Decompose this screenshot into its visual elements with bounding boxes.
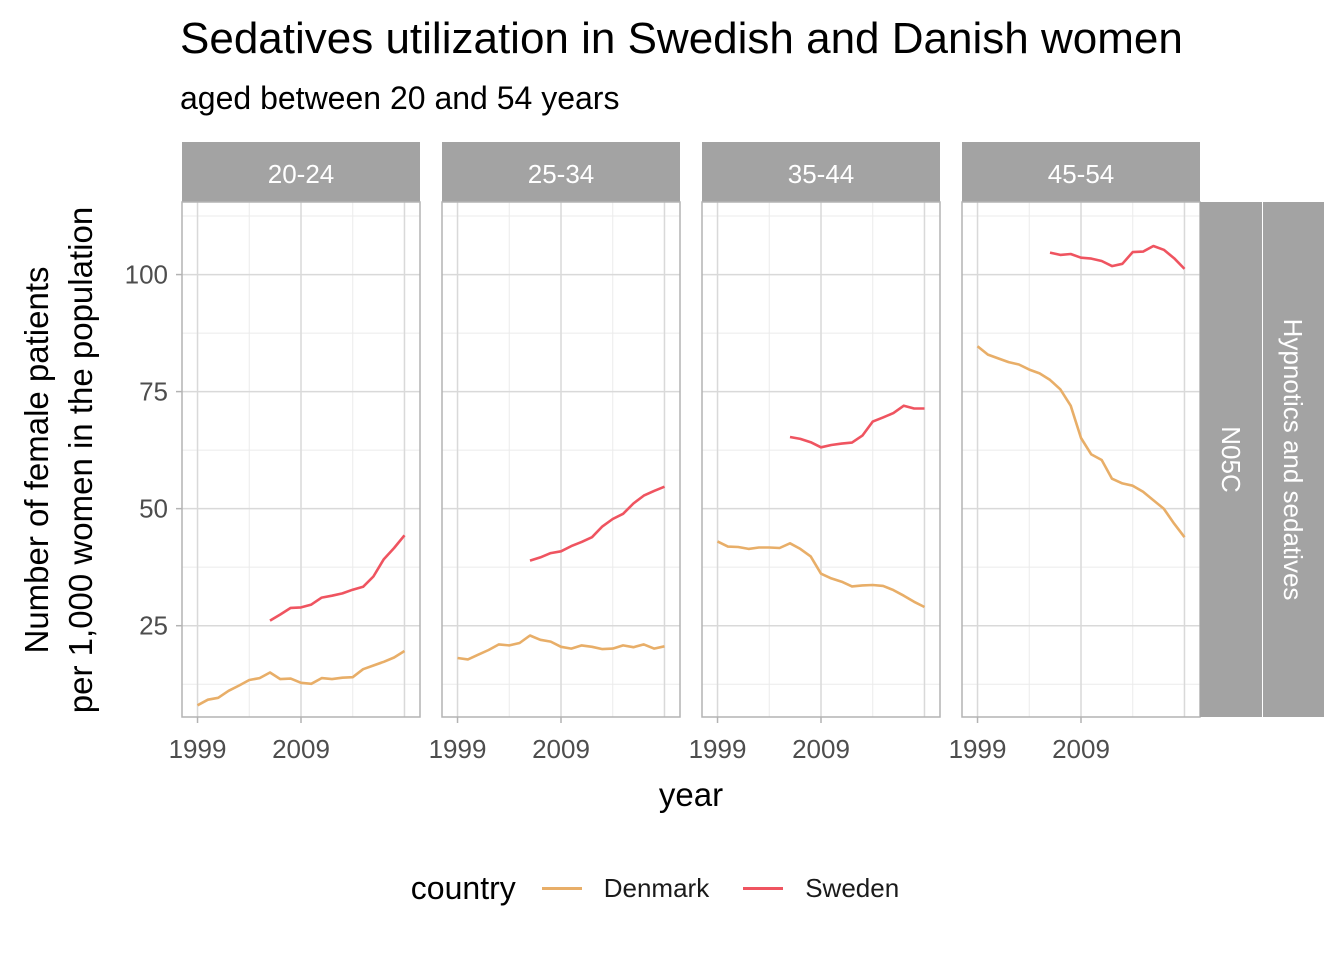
facet-strip-label-25-34: 25-34	[528, 159, 595, 189]
legend-label-denmark: Denmark	[603, 873, 710, 903]
series-line-sweden-45-54	[1049, 244, 1186, 270]
series-line-sweden-20-24	[269, 534, 406, 622]
x-tick-label: 2009	[792, 734, 850, 764]
series-line-denmark-25-34	[457, 634, 665, 661]
facet-strip-25-34	[442, 142, 680, 202]
y-tick-label: 100	[125, 260, 168, 290]
chart-title: Sedatives utilization in Swedish and Dan…	[180, 14, 1183, 63]
legend-label-sweden: Sweden	[805, 873, 900, 903]
legend-item-sweden: Sweden	[743, 873, 899, 904]
x-tick-label: 1999	[949, 734, 1007, 764]
facet-strip-35-44	[702, 142, 940, 202]
y-tick-label: 75	[139, 377, 168, 407]
series-line-denmark-35-44	[716, 540, 926, 609]
facet-strip-label-35-44: 35-44	[788, 159, 855, 189]
y-axis-title-line1: Number of female patients	[18, 266, 55, 653]
x-tick-label: 2009	[272, 734, 330, 764]
x-tick-label: 2009	[1052, 734, 1110, 764]
legend-key-denmark	[541, 887, 582, 890]
row-strip-label-inner: N05C	[1216, 426, 1246, 492]
legend-key-sweden	[743, 887, 784, 890]
faceted-line-chart: 20-24 1999 2009 25-34 1999 2009 35-44 1999 2009 4…	[18, 142, 1324, 813]
y-tick-label: 25	[139, 611, 168, 641]
x-axis-title: year	[659, 776, 723, 813]
series-line-denmark-45-54	[976, 345, 1186, 538]
y-axis-title-line2: per 1,000 women in the population	[62, 207, 99, 713]
legend: country Denmark Sweden	[0, 870, 1344, 907]
series-line-denmark-20-24	[196, 649, 406, 707]
y-tick-label: 50	[139, 494, 168, 524]
legend-item-denmark: Denmark	[541, 873, 710, 904]
x-tick-label: 1999	[689, 734, 747, 764]
facet-strip-45-54	[962, 142, 1200, 202]
chart-subtitle: aged between 20 and 54 years	[180, 80, 620, 116]
row-strip-label-outer: Hypnotics and sedatives	[1278, 319, 1308, 601]
series-line-sweden-35-44	[789, 404, 925, 449]
x-tick-label: 1999	[429, 734, 487, 764]
legend-title: country	[410, 870, 516, 906]
facet-strip-20-24	[182, 142, 420, 202]
x-tick-label: 2009	[532, 734, 590, 764]
facet-strip-label-45-54: 45-54	[1048, 159, 1115, 189]
row-strip-outer	[1263, 202, 1324, 717]
row-strip-inner	[1200, 202, 1262, 717]
facet-strip-label-20-24: 20-24	[268, 159, 335, 189]
x-tick-label: 1999	[169, 734, 227, 764]
series-line-sweden-25-34	[529, 485, 665, 562]
